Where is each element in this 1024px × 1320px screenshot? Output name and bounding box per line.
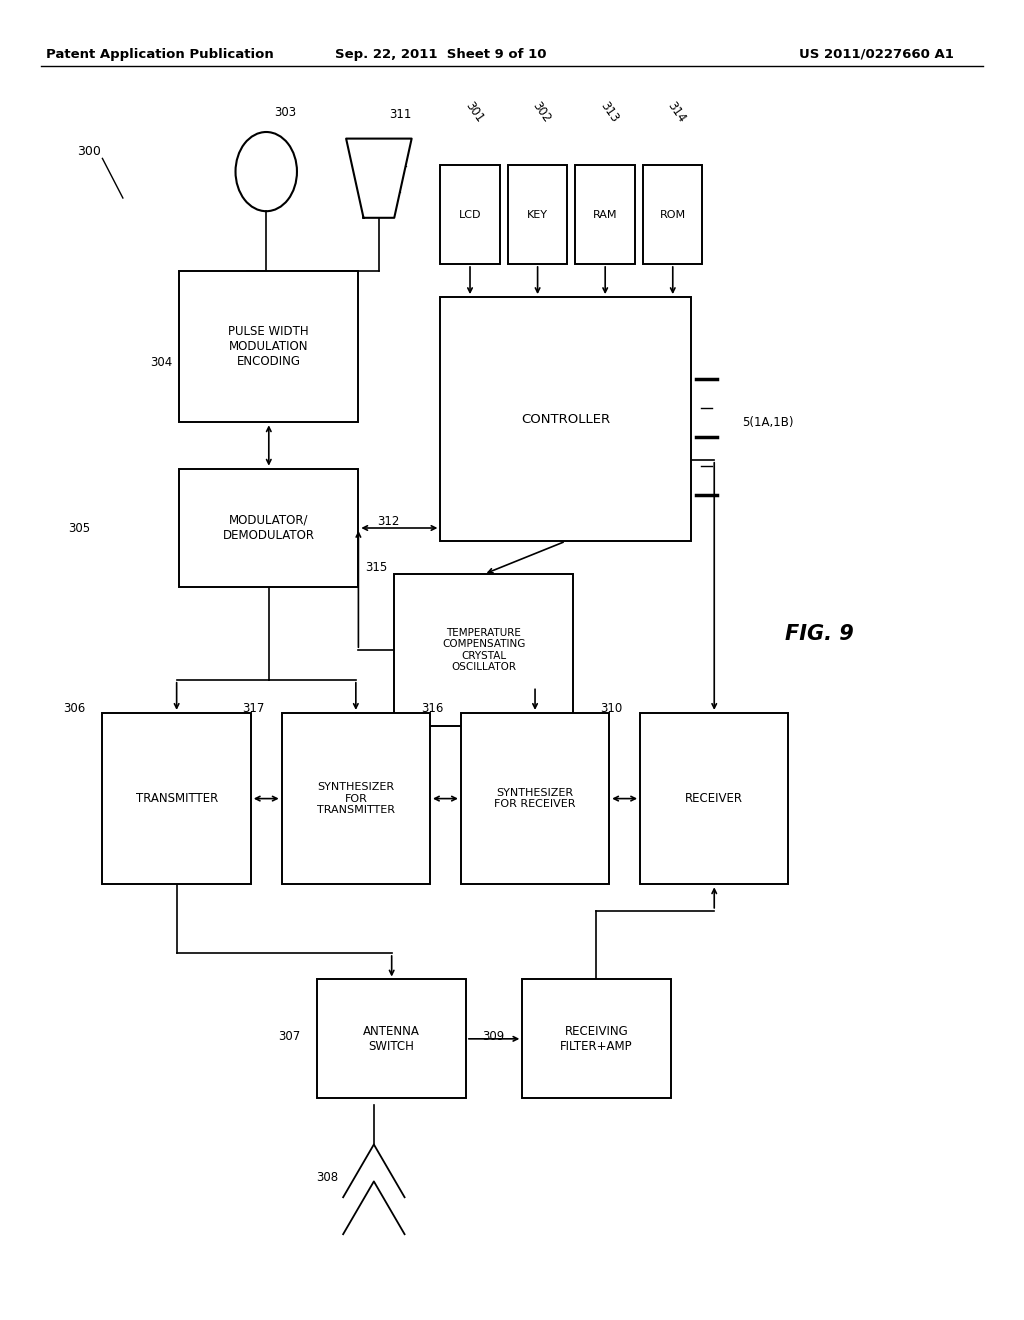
- Text: ANTENNA
SWITCH: ANTENNA SWITCH: [364, 1024, 420, 1053]
- Text: SYNTHESIZER
FOR RECEIVER: SYNTHESIZER FOR RECEIVER: [495, 788, 575, 809]
- Text: RECEIVING
FILTER+AMP: RECEIVING FILTER+AMP: [560, 1024, 633, 1053]
- FancyBboxPatch shape: [643, 165, 702, 264]
- Text: CONTROLLER: CONTROLLER: [521, 413, 610, 425]
- Text: ROM: ROM: [659, 210, 686, 219]
- Text: TEMPERATURE
COMPENSATING
CRYSTAL
OSCILLATOR: TEMPERATURE COMPENSATING CRYSTAL OSCILLA…: [442, 628, 525, 672]
- Text: 314: 314: [666, 99, 688, 125]
- Text: 315: 315: [365, 561, 387, 574]
- FancyBboxPatch shape: [179, 469, 358, 587]
- Text: 310: 310: [600, 702, 623, 715]
- Text: 311: 311: [389, 108, 412, 121]
- Text: 303: 303: [274, 106, 297, 119]
- Text: Sep. 22, 2011  Sheet 9 of 10: Sep. 22, 2011 Sheet 9 of 10: [335, 48, 546, 61]
- FancyBboxPatch shape: [640, 713, 788, 884]
- Text: 302: 302: [530, 100, 553, 125]
- Text: 316: 316: [421, 702, 443, 715]
- Text: 309: 309: [482, 1030, 505, 1043]
- Text: US 2011/0227660 A1: US 2011/0227660 A1: [799, 48, 953, 61]
- Text: 301: 301: [463, 100, 485, 125]
- FancyBboxPatch shape: [317, 979, 466, 1098]
- FancyBboxPatch shape: [522, 979, 671, 1098]
- Text: 307: 307: [278, 1030, 300, 1043]
- Text: 300: 300: [77, 145, 100, 158]
- FancyBboxPatch shape: [461, 713, 609, 884]
- FancyBboxPatch shape: [508, 165, 567, 264]
- FancyBboxPatch shape: [394, 574, 573, 726]
- FancyBboxPatch shape: [440, 297, 691, 541]
- Text: 5(1A,1B): 5(1A,1B): [742, 416, 794, 429]
- Text: Patent Application Publication: Patent Application Publication: [46, 48, 273, 61]
- Text: 305: 305: [68, 521, 90, 535]
- Text: 312: 312: [377, 515, 399, 528]
- Text: LCD: LCD: [459, 210, 481, 219]
- FancyBboxPatch shape: [179, 271, 358, 422]
- Text: 308: 308: [315, 1171, 338, 1184]
- Text: RAM: RAM: [593, 210, 617, 219]
- Text: 304: 304: [150, 356, 172, 370]
- FancyBboxPatch shape: [102, 713, 251, 884]
- Polygon shape: [346, 139, 412, 218]
- FancyBboxPatch shape: [440, 165, 500, 264]
- Text: TRANSMITTER: TRANSMITTER: [135, 792, 218, 805]
- Text: 306: 306: [62, 702, 85, 715]
- Text: SYNTHESIZER
FOR
TRANSMITTER: SYNTHESIZER FOR TRANSMITTER: [316, 781, 395, 816]
- Text: MODULATOR/
DEMODULATOR: MODULATOR/ DEMODULATOR: [223, 513, 314, 543]
- FancyBboxPatch shape: [575, 165, 635, 264]
- Text: RECEIVER: RECEIVER: [685, 792, 743, 805]
- Text: 317: 317: [242, 702, 264, 715]
- Text: PULSE WIDTH
MODULATION
ENCODING: PULSE WIDTH MODULATION ENCODING: [228, 325, 309, 368]
- FancyBboxPatch shape: [282, 713, 430, 884]
- Text: KEY: KEY: [527, 210, 548, 219]
- Text: FIG. 9: FIG. 9: [784, 623, 854, 644]
- Text: 313: 313: [598, 100, 621, 125]
